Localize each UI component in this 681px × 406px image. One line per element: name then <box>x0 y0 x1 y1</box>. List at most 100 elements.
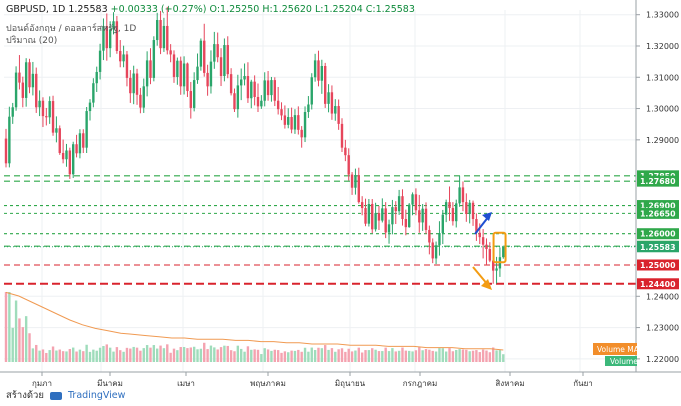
candle-body <box>340 123 344 148</box>
candle-body <box>461 187 465 203</box>
candle-body <box>434 245 438 259</box>
candle-body <box>471 202 475 220</box>
volume-bar <box>162 348 166 362</box>
candle-body <box>357 175 360 203</box>
volume-bar <box>236 345 240 362</box>
volume-bar <box>360 352 364 362</box>
candle-body <box>38 100 41 108</box>
volume-bar <box>387 351 391 362</box>
volume-bar <box>424 349 428 362</box>
candle-body <box>105 25 108 49</box>
legend-volume-ma: Volume MA <box>597 345 640 354</box>
volume-bar <box>192 346 196 362</box>
candle-body <box>492 260 495 271</box>
volume-bar <box>182 347 186 362</box>
candle-body <box>236 85 240 110</box>
credit-brand[interactable]: TradingView <box>68 390 126 401</box>
candle-body <box>465 202 468 215</box>
volume-bar <box>448 348 451 362</box>
volume-bar <box>475 350 478 362</box>
volume-bar <box>371 348 374 362</box>
volume-bar <box>226 345 229 362</box>
volume-bar <box>108 347 112 362</box>
candle-body <box>441 214 444 234</box>
volume-bar <box>334 351 337 362</box>
up-arrow-line <box>474 215 490 235</box>
candle-body <box>72 144 75 175</box>
y-tick-label: 1.23000 <box>646 324 679 333</box>
candle-body <box>176 60 179 77</box>
volume-bar <box>438 348 441 362</box>
x-tick-label: กุมภา <box>32 379 52 388</box>
x-tick-label: เมษา <box>177 379 195 388</box>
candle-body <box>458 187 461 204</box>
volume-bar <box>485 350 488 362</box>
candle-body <box>192 80 196 108</box>
volume-bar <box>58 349 61 362</box>
volume-bar <box>256 349 260 362</box>
candle-body <box>303 112 307 138</box>
volume-bar <box>31 348 35 362</box>
volume-bar <box>45 352 48 362</box>
candle-body <box>196 66 199 81</box>
candle-body <box>475 219 478 233</box>
candle-body <box>223 45 226 77</box>
volume-bar <box>337 349 340 362</box>
volume-bar <box>179 347 182 362</box>
candle-body <box>350 174 354 188</box>
candle-body <box>21 82 24 98</box>
candle-body <box>159 20 162 49</box>
candle-body <box>290 117 293 130</box>
candle-body <box>199 40 203 67</box>
candle-body <box>88 102 92 112</box>
candle-body <box>11 107 14 117</box>
tradingview-credit[interactable]: สร้างด้วย TradingView <box>6 388 125 403</box>
candle-body <box>381 208 384 221</box>
volume-bar <box>317 347 320 362</box>
volume-bar <box>478 352 481 362</box>
candle-body <box>280 109 283 116</box>
candle-body <box>320 66 324 81</box>
level-label: 1.26900 <box>640 202 676 211</box>
volume-bar <box>129 348 132 362</box>
candle-body <box>330 92 334 114</box>
volume-bar <box>219 347 223 362</box>
candle-body <box>307 104 310 113</box>
volume-bar <box>273 349 276 362</box>
volume-bar <box>11 327 14 362</box>
volume-bar <box>135 347 139 362</box>
volume-bar <box>455 349 458 362</box>
volume-bar <box>243 351 246 362</box>
candle-body <box>233 93 236 110</box>
volume-bar <box>364 350 367 362</box>
candle-body <box>51 101 55 133</box>
candle-body <box>468 202 471 215</box>
volume-bar <box>394 351 397 362</box>
candle-body <box>455 203 458 222</box>
volume-bar <box>18 318 21 362</box>
candle-body <box>35 73 38 108</box>
volume-bar <box>68 349 72 362</box>
candle-body <box>226 45 229 75</box>
volume-bar <box>444 351 448 362</box>
volume-bar <box>367 350 371 362</box>
candle-body <box>219 57 223 77</box>
down-arrow-head <box>481 279 492 290</box>
volume-bar <box>290 350 293 362</box>
volume-bar <box>61 351 65 362</box>
candle-body <box>132 73 135 94</box>
volume-bar <box>28 333 31 362</box>
chart-header: GBPUSD, 1D 1.25583 +0.00333 (+0.27%) O:1… <box>6 4 415 15</box>
y-tick-label: 1.24000 <box>646 292 679 301</box>
volume-bar <box>88 351 92 362</box>
candle-body <box>122 54 125 62</box>
volume-bar <box>216 349 219 362</box>
candle-body <box>203 40 206 73</box>
volume-bar <box>119 350 122 362</box>
candle-body <box>243 76 246 80</box>
candle-body <box>317 60 320 81</box>
candle-body <box>428 229 431 243</box>
volume-bar <box>297 349 300 362</box>
candle-body <box>495 268 498 271</box>
